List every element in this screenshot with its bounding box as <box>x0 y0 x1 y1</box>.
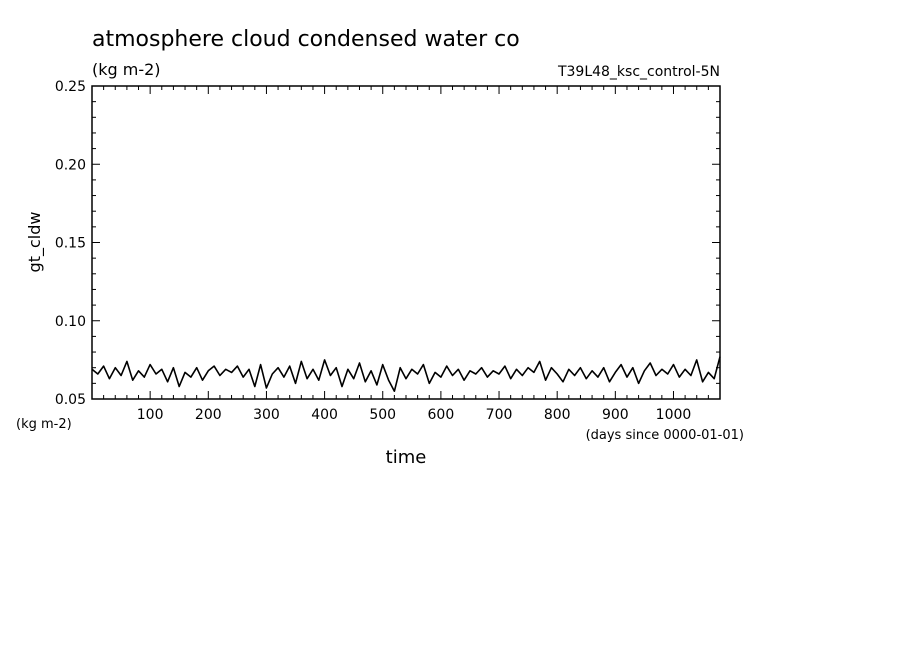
x-tick-label: 900 <box>602 407 629 423</box>
series-line <box>91 356 721 392</box>
y-axis-ticks: 0.05 0.10 0.15 0.20 0.25 <box>55 79 720 408</box>
run-label: T39L48_ksc_control-5N <box>557 64 720 80</box>
chart-subtitle: (kg m-2) <box>92 60 161 79</box>
x-tick-label: 400 <box>311 407 338 423</box>
y-tick-label: 0.10 <box>55 314 86 330</box>
x-tick-label: 200 <box>195 407 222 423</box>
x-tick-label: 1000 <box>656 407 692 423</box>
x-tick-label: 700 <box>486 407 513 423</box>
x-axis-label: time <box>386 447 427 468</box>
x-tick-label: 600 <box>428 407 455 423</box>
plot-frame <box>91 85 721 400</box>
y-tick-label: 0.20 <box>55 157 86 173</box>
x-units-label: (days since 0000-01-01) <box>586 428 744 443</box>
y-tick-label: 0.25 <box>55 79 86 95</box>
x-tick-label: 300 <box>253 407 280 423</box>
y-units-label: (kg m-2) <box>16 417 72 432</box>
chart-title: atmosphere cloud condensed water co <box>92 27 520 52</box>
y-axis-label: gt_cldw <box>25 212 45 273</box>
x-axis-ticks: 100 200 300 400 500 600 700 800 900 1000 <box>103 86 709 423</box>
x-tick-label: 100 <box>137 407 164 423</box>
y-tick-label: 0.15 <box>55 236 86 252</box>
x-tick-label: 800 <box>544 407 571 423</box>
x-tick-label: 500 <box>369 407 396 423</box>
y-tick-label: 0.05 <box>55 392 86 408</box>
